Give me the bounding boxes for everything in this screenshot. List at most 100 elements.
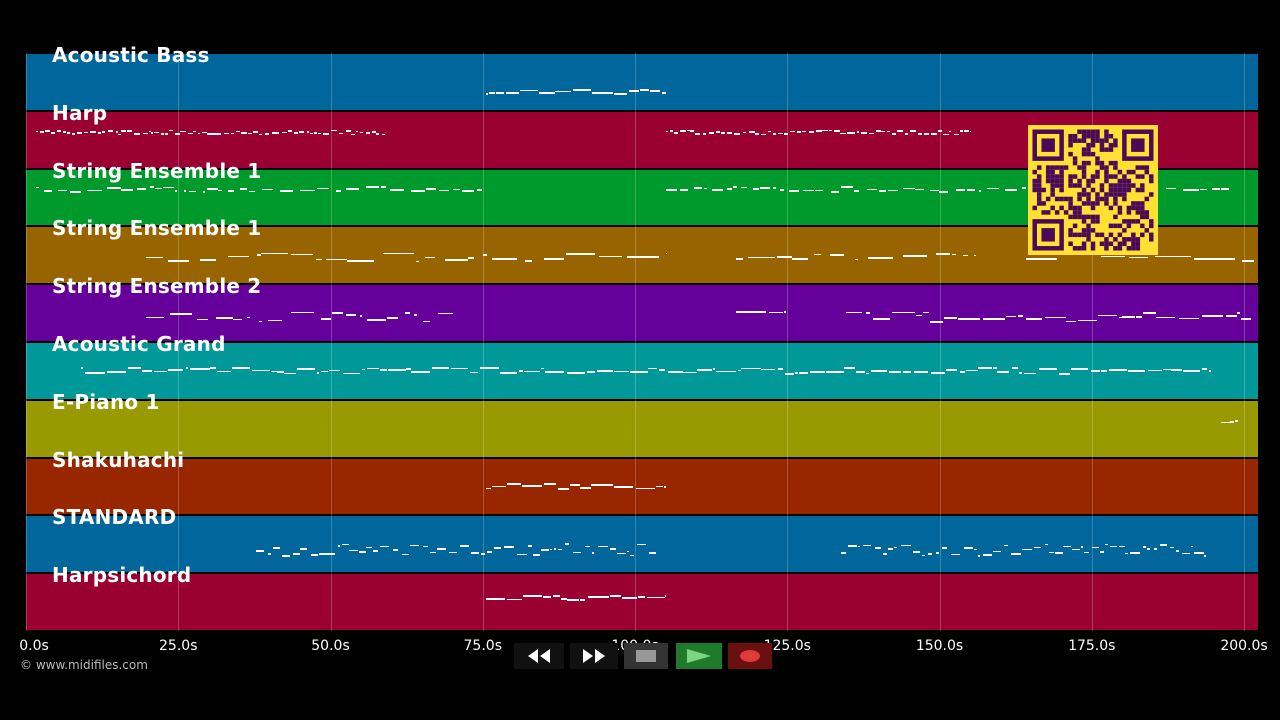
- note-mark: [524, 370, 540, 373]
- note-mark: [690, 130, 694, 132]
- note-mark: [87, 189, 103, 192]
- note-mark: [241, 132, 247, 134]
- note-mark: [814, 189, 823, 192]
- note-mark: [867, 257, 894, 259]
- note-mark: [127, 367, 141, 369]
- note-mark: [567, 599, 579, 601]
- note-mark: [543, 596, 551, 599]
- note-mark: [1100, 255, 1125, 258]
- note-mark: [893, 546, 898, 549]
- note-mark: [903, 371, 911, 373]
- note-mark: [903, 187, 915, 190]
- note-mark: [366, 132, 371, 135]
- grid-line: [330, 53, 332, 631]
- note-mark: [43, 190, 53, 192]
- note-mark: [196, 318, 209, 321]
- note-mark: [1230, 421, 1234, 423]
- note-mark: [202, 131, 208, 134]
- note-mark: [330, 129, 337, 132]
- note-mark: [1170, 546, 1175, 549]
- note-mark: [90, 131, 96, 133]
- note-mark: [85, 372, 105, 374]
- note-mark: [317, 187, 330, 190]
- note-mark: [834, 130, 840, 133]
- note-mark: [789, 130, 796, 133]
- note-mark: [1022, 548, 1032, 551]
- note-mark: [950, 553, 961, 556]
- note-mark: [338, 132, 344, 135]
- note-mark: [146, 256, 164, 259]
- note-mark: [316, 258, 323, 261]
- note-mark: [134, 133, 140, 135]
- note-mark: [1128, 369, 1145, 372]
- note-mark: [1044, 543, 1049, 546]
- note-mark: [733, 186, 737, 188]
- track-label: String Ensemble 1: [52, 216, 262, 241]
- note-mark: [561, 598, 567, 600]
- note-mark: [1108, 369, 1127, 371]
- note-mark: [1048, 551, 1054, 554]
- note-mark: [539, 91, 556, 94]
- note-mark: [983, 554, 993, 557]
- note-mark: [1017, 315, 1023, 317]
- record-button[interactable]: [728, 643, 772, 669]
- note-mark: [1183, 370, 1200, 372]
- note-mark: [296, 368, 315, 371]
- note-mark: [51, 132, 55, 135]
- note-mark: [627, 550, 630, 553]
- note-mark: [841, 552, 846, 554]
- note-mark: [532, 554, 541, 557]
- note-mark: [310, 132, 314, 135]
- note-mark: [101, 131, 106, 133]
- note-mark: [540, 549, 550, 551]
- note-mark: [847, 545, 857, 547]
- time-tick-label: 75.0s: [463, 638, 502, 654]
- fast-forward-button[interactable]: [570, 643, 618, 669]
- note-mark: [816, 130, 822, 132]
- note-mark: [314, 132, 318, 135]
- note-mark: [854, 190, 860, 192]
- note-mark: [492, 257, 518, 260]
- note-mark: [326, 258, 347, 261]
- note-mark: [468, 257, 474, 260]
- note-mark: [36, 186, 39, 189]
- note-mark: [207, 133, 210, 136]
- note-mark: [755, 133, 759, 135]
- note-mark: [897, 130, 903, 132]
- note-mark: [597, 370, 613, 372]
- note-mark: [146, 316, 164, 319]
- note-mark: [1226, 314, 1237, 317]
- note-mark: [943, 317, 958, 320]
- note-mark: [72, 133, 76, 136]
- note-mark: [613, 93, 628, 95]
- note-mark: [627, 255, 659, 258]
- note-mark: [1070, 367, 1089, 370]
- rewind-button[interactable]: [514, 643, 564, 669]
- note-mark: [825, 371, 844, 373]
- note-mark: [963, 254, 969, 257]
- note-mark: [636, 487, 655, 490]
- note-mark: [797, 131, 802, 133]
- note-mark: [264, 133, 270, 135]
- note-mark: [1220, 188, 1230, 191]
- note-mark: [233, 318, 242, 321]
- note-mark: [761, 368, 775, 371]
- track-lane: Acoustic Bass: [26, 43, 1258, 110]
- note-mark: [174, 190, 177, 192]
- note-mark: [154, 187, 162, 190]
- track-label: Harp: [52, 100, 108, 125]
- fast-forward-icon: [583, 649, 605, 663]
- note-mark: [300, 547, 308, 550]
- note-mark: [410, 190, 425, 192]
- note-mark: [573, 551, 582, 554]
- note-mark: [727, 132, 732, 134]
- note-mark: [861, 131, 868, 134]
- track-label: String Ensemble 2: [52, 274, 262, 299]
- note-mark: [540, 367, 545, 370]
- note-mark: [1240, 317, 1251, 320]
- note-mark: [486, 598, 505, 600]
- stop-button[interactable]: [624, 643, 668, 669]
- note-mark: [866, 312, 871, 314]
- play-button[interactable]: [676, 643, 722, 669]
- note-mark: [922, 311, 930, 314]
